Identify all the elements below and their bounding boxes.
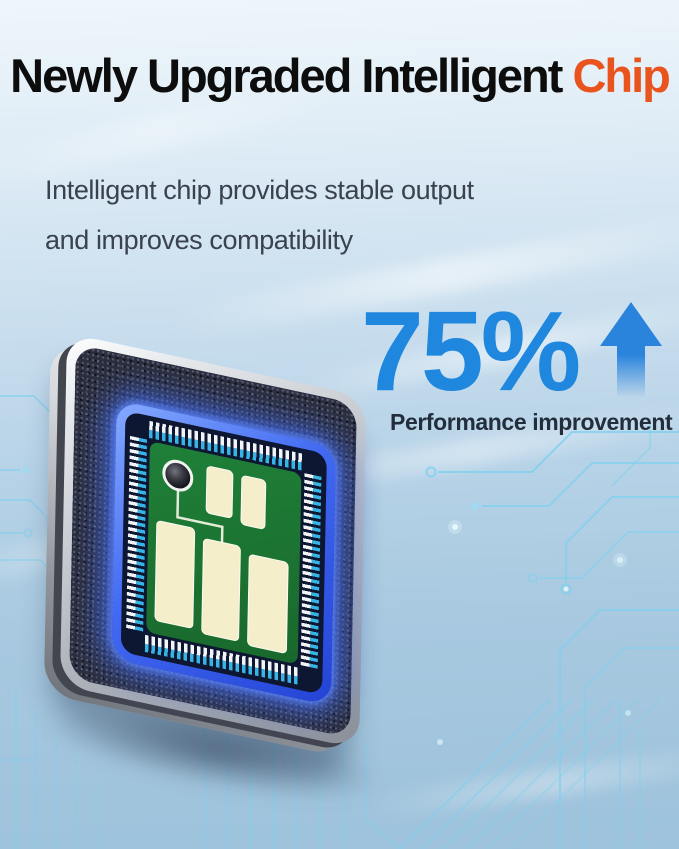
up-arrow-icon [600,302,662,398]
stat-caption: Performance improvement [390,409,673,435]
pin-column-left [126,435,147,633]
subtitle: Intelligent chip provides stable output … [45,165,474,265]
pcb-trace [176,489,224,544]
chip-illustration [43,333,367,758]
subtitle-line-2: and improves compatibility [45,225,353,255]
stat-percentage: 75% [361,288,581,414]
chip-glow-module [111,399,337,706]
chip-pin-panel [120,410,327,695]
pin-column-right [300,473,322,670]
chip-pcb [146,441,302,665]
headline-accent: Chip [572,49,670,102]
chip-frame [59,333,367,749]
chip-body [69,343,357,738]
contact-pad-large [246,553,289,655]
subtitle-line-1: Intelligent chip provides stable output [45,175,474,205]
headline: Newly Upgraded Intelligent Chip [0,49,679,103]
contact-pad-small [240,474,267,531]
headline-main: Newly Upgraded Intelligent [10,49,563,102]
contact-pad-small [205,465,234,519]
contact-pad-large [201,537,241,642]
contact-pad-large [154,519,196,630]
